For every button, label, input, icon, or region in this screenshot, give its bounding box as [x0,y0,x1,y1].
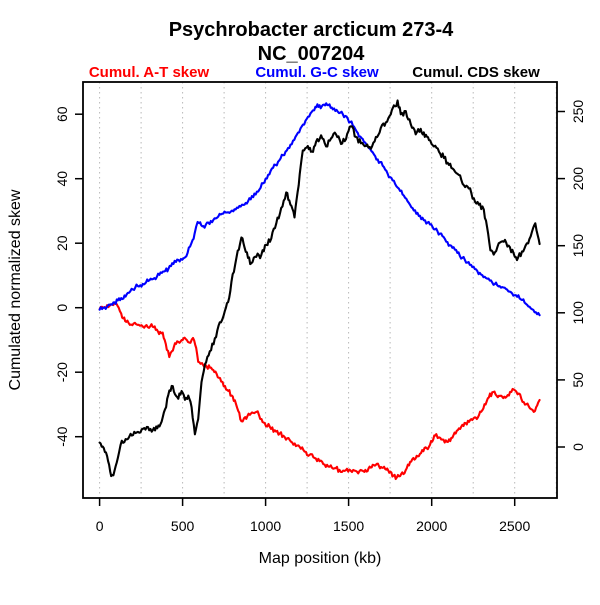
axes: 0 500 1000 1500 2000 2500 -40 -20 0 20 40 60 0 50 100 1… [54,100,586,534]
x-axis-title: Map position (kb) [259,550,382,567]
left-tick-label: 0 [54,304,70,312]
left-tick-label: 60 [54,106,70,122]
x-tick-label: 1000 [250,518,281,534]
right-tick-label: 150 [570,234,586,258]
right-tick-label: 50 [570,372,586,388]
legend-label-cumul-cds-skew: Cumul. CDS skew [412,64,540,81]
right-tick-label: 0 [570,443,586,451]
left-tick-label: -20 [54,362,70,382]
plot-box [82,81,558,499]
left-tick-label: 40 [54,171,70,187]
x-tick-label: 0 [96,518,104,534]
right-tick-label: 100 [570,301,586,325]
chart-subtitle: NC_007204 [258,43,366,65]
legend-label-cumul-a-t-skew: Cumul. A-T skew [89,64,210,81]
x-tick-label: 1500 [333,518,364,534]
left-axis-title: Cumulated normalized skew [7,189,24,390]
x-tick-label: 500 [171,518,195,534]
legend-label-cumul-g-c-skew: Cumul. G-C skew [255,64,379,81]
page-title: Psychrobacter arcticum 273-4 [169,19,454,41]
curve-cumul-cds-skew [98,99,541,478]
left-tick-label: 20 [54,235,70,251]
left-tick-label: -40 [54,426,70,446]
curves [98,99,541,481]
x-tick-label: 2000 [416,518,447,534]
x-tick-label: 2500 [499,518,530,534]
legend: Cumul. A-T skew Cumul. G-C skew Cumul. CDS… [89,64,540,81]
curve-cumul-g-c-skew [98,102,541,317]
curve-cumul-a-t-skew [98,302,541,481]
right-tick-label: 250 [570,100,586,124]
right-tick-label: 200 [570,167,586,191]
